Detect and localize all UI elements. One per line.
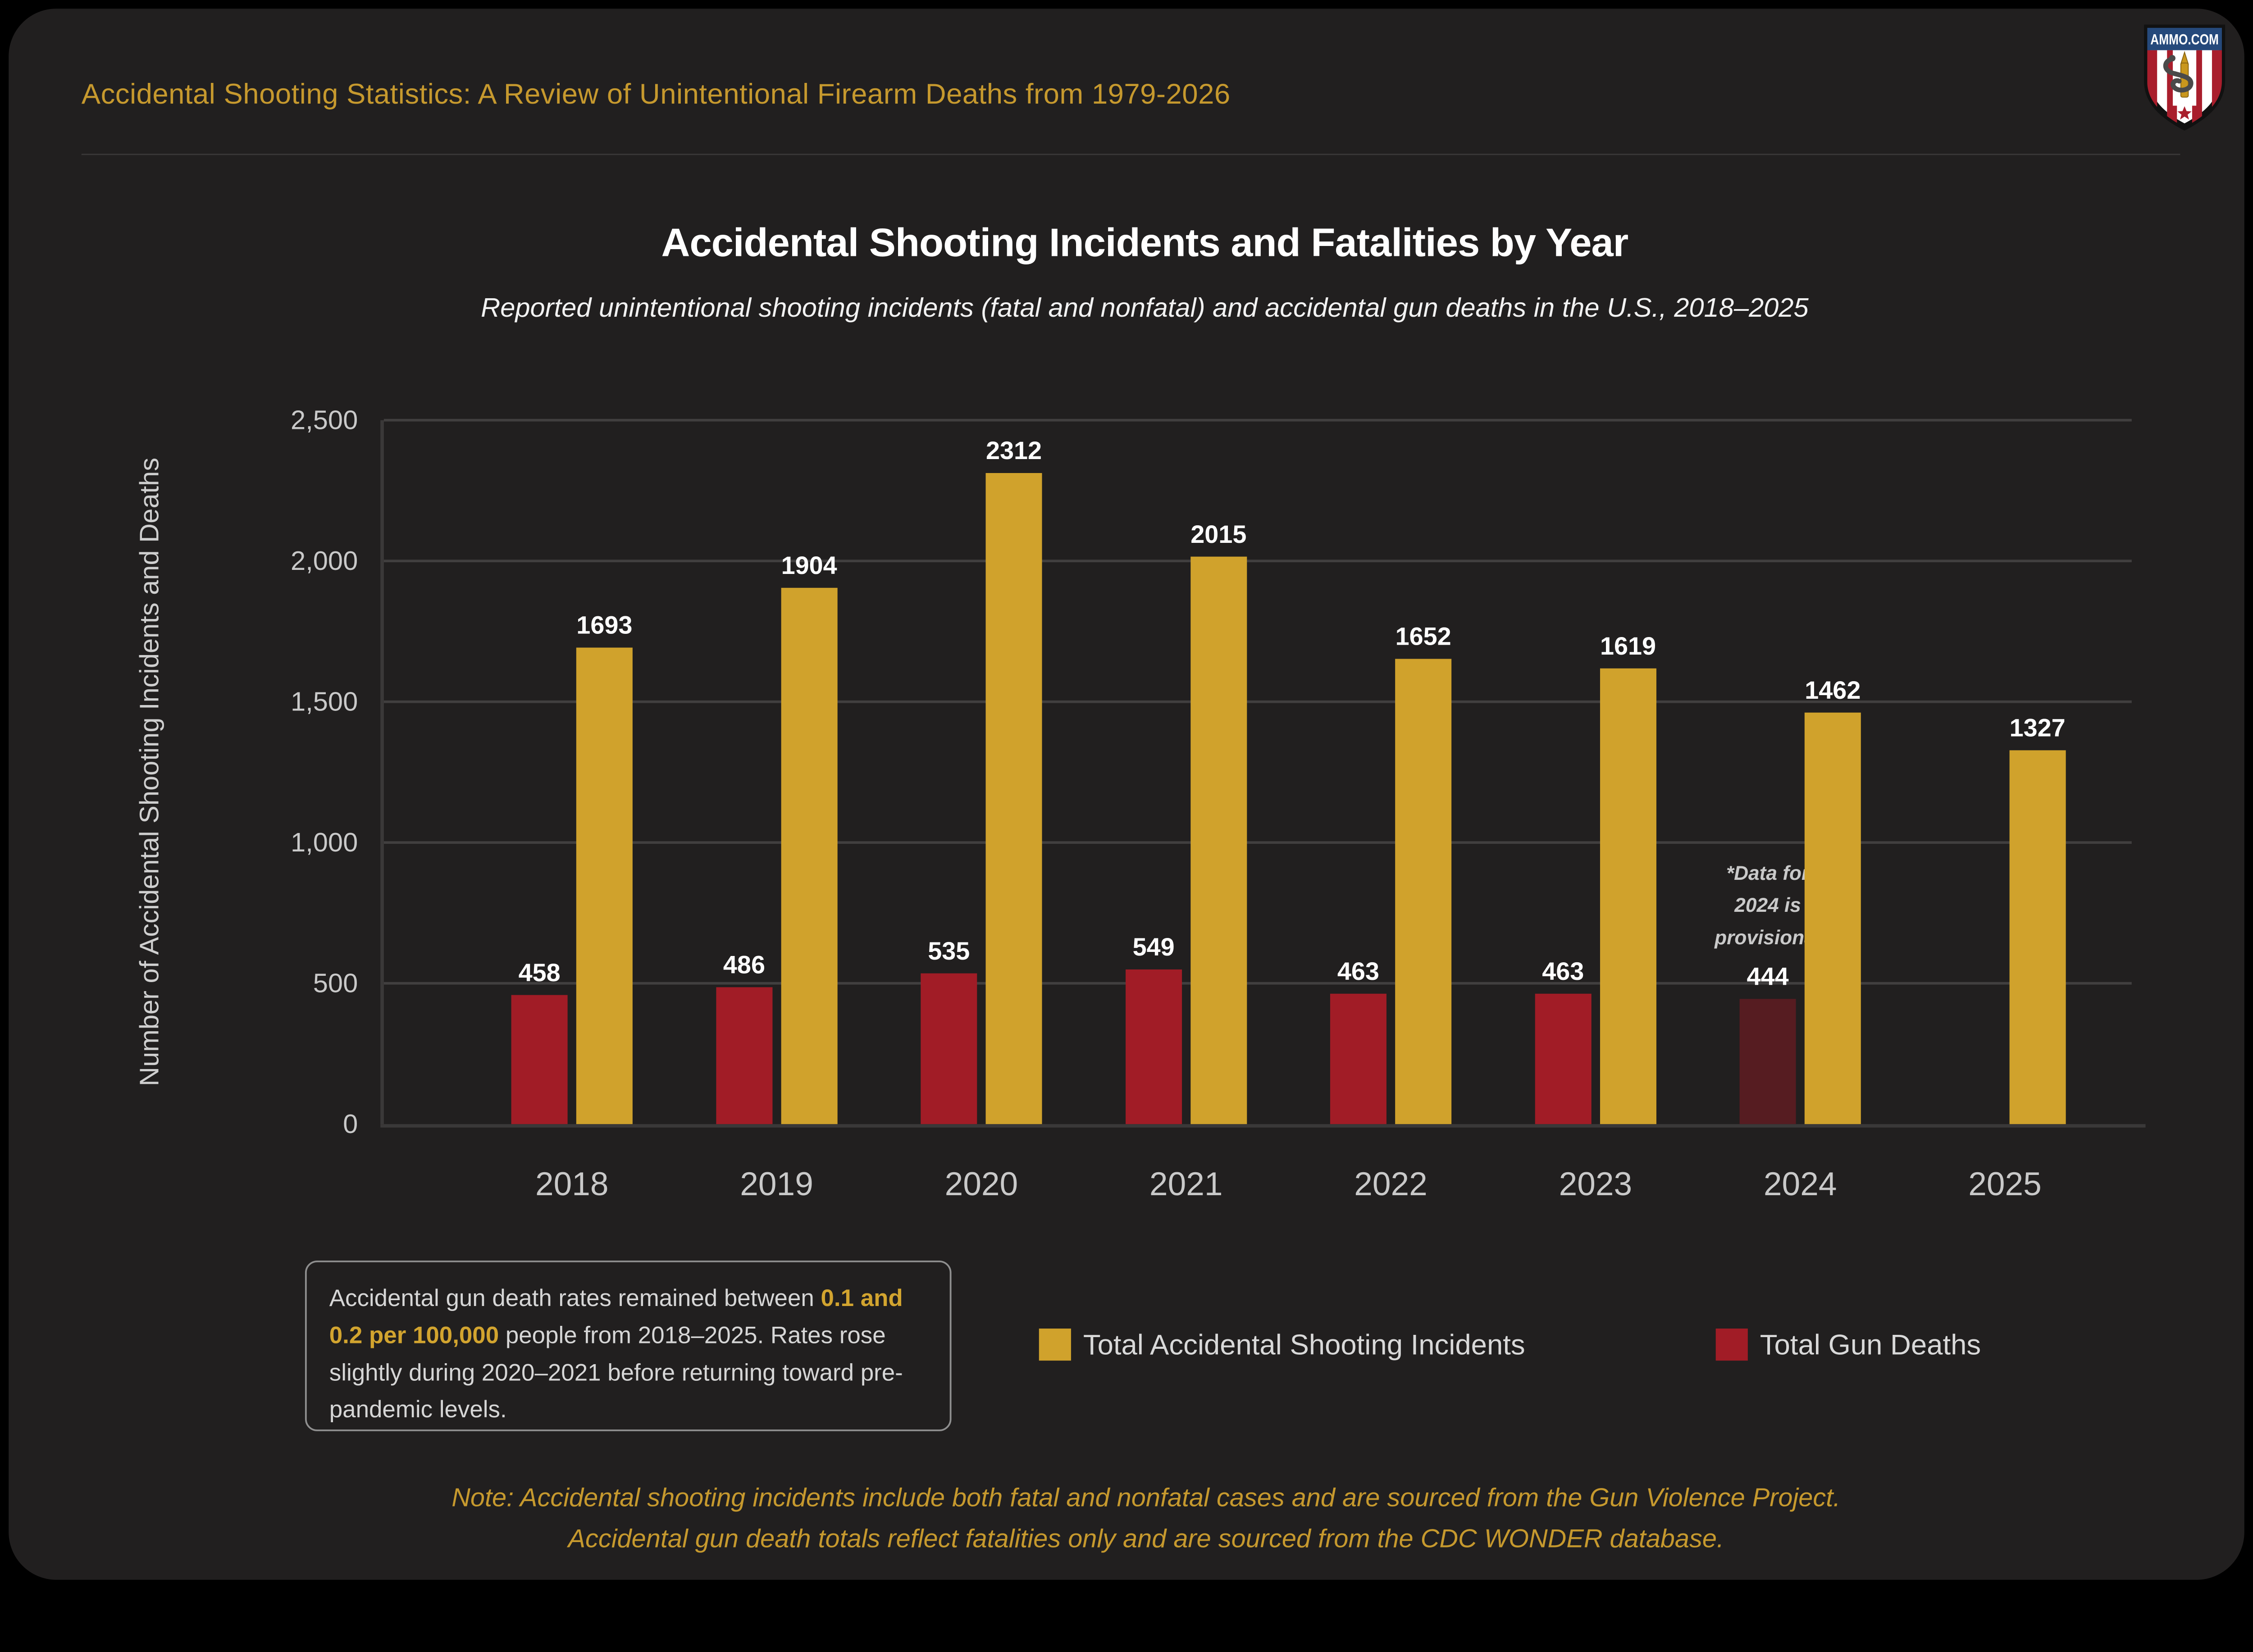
deaths-swatch-icon [1715,1329,1748,1361]
x-tick-2018: 2018 [535,1165,609,1203]
x-axis-line [380,1124,2146,1128]
y-axis-title: Number of Accidental Shooting Incidents … [134,457,164,1087]
bar-incidents-2021 [1190,556,1247,1124]
bar-gun-deaths-2018 [511,995,568,1124]
legend-item-incidents: Total Accidental Shooting Incidents [1039,1328,1525,1361]
x-tick-2022: 2022 [1354,1165,1428,1203]
bar-gun-deaths-2020 [921,973,977,1124]
y-tick-500: 500 [313,968,358,998]
bar-value-incidents-2022: 1652 [1395,622,1451,651]
callout-highlight: 0.1 and 0.2 per 100,000 [329,1284,903,1349]
bar-value-gun-deaths-2020: 535 [928,937,970,965]
x-tick-2025: 2025 [1968,1165,2042,1203]
y-tick-2000: 2,000 [291,546,358,576]
legend-label-incidents: Total Accidental Shooting Incidents [1083,1329,1525,1361]
bar-value-gun-deaths-2024: 444 [1747,962,1789,991]
bar-value-incidents-2019: 1904 [781,551,837,580]
bar-gun-deaths-2022 [1330,993,1386,1124]
bar-value-gun-deaths-2018: 458 [518,959,561,987]
y-tick-0: 0 [343,1109,358,1139]
ammo-com-logo: AMMO.COM [2144,24,2226,131]
y-axis-line [380,420,384,1124]
bar-incidents-2018 [576,647,633,1124]
legend-label-deaths: Total Gun Deaths [1760,1329,1981,1361]
chart-subtitle: Reported unintentional shooting incident… [481,293,1809,323]
gridline-2500 [383,419,2132,422]
bar-value-incidents-2020: 2312 [985,437,1042,465]
gridline-1500 [383,700,2132,703]
incidents-swatch-icon [1039,1329,1071,1361]
bar-value-incidents-2023: 1619 [1600,632,1656,660]
logo-text: AMMO.COM [2150,31,2219,47]
x-tick-2021: 2021 [1149,1165,1223,1203]
plot-area: 0 500 1,000 1,500 2,000 2,500 458 1693 2018 486 19… [291,405,2146,1202]
callout-text-before: Accidental gun death rates remained betw… [329,1284,821,1311]
bar-gun-deaths-2019 [716,987,772,1124]
bar-value-gun-deaths-2021: 549 [1132,933,1175,961]
bar-value-incidents-2025: 1327 [2009,714,2066,742]
gridline-1000 [383,841,2132,844]
x-tick-2023: 2023 [1559,1165,1633,1203]
legend-item-deaths: Total Gun Deaths [1715,1328,1981,1361]
bar-value-gun-deaths-2022: 463 [1337,957,1379,986]
logo-banner [2147,27,2222,50]
chart-card: Accidental Shooting Statistics: A Review… [9,9,2244,1580]
page-title: Accidental Shooting Statistics: A Review… [81,77,1231,110]
source-note: Note: Accidental shooting incidents incl… [28,1477,2253,1559]
gridline-500 [383,982,2132,985]
bar-incidents-2024 [1804,712,1861,1124]
star-icon [2177,106,2192,120]
provisional-data-annotation: *Data for 2024 is provisional [1715,861,1821,949]
bullet-and-snake-icon [2163,51,2194,98]
bar-value-incidents-2021: 2015 [1190,520,1247,549]
bar-incidents-2019 [781,588,838,1124]
header-divider [81,154,2180,155]
bar-gun-deaths-2021 [1125,969,1182,1124]
source-note-line-1: Note: Accidental shooting incidents incl… [452,1483,1841,1512]
callout-text-after: people from 2018–2025. Rates rose slight… [329,1321,903,1423]
callout-box: Accidental gun death rates remained betw… [305,1261,952,1431]
bar-incidents-2025 [2009,750,2066,1124]
x-tick-2020: 2020 [944,1165,1018,1203]
y-tick-2500: 2,500 [291,405,358,435]
bar-incidents-2022 [1395,659,1452,1124]
bar-value-incidents-2024: 1462 [1805,676,1861,705]
source-note-line-2: Accidental gun death totals reflect fata… [568,1524,1724,1553]
y-tick-1000: 1,000 [291,828,358,858]
bar-gun-deaths-2023 [1535,993,1592,1124]
bar-value-gun-deaths-2019: 486 [723,951,765,979]
x-tick-2024: 2024 [1763,1165,1837,1203]
bar-incidents-2020 [985,473,1042,1124]
bar-incidents-2023 [1600,668,1656,1124]
y-tick-1500: 1,500 [291,687,358,717]
bar-value-gun-deaths-2023: 463 [1542,957,1584,986]
infographic: Accidental Shooting Statistics: A Review… [9,9,2244,1580]
x-tick-2019: 2019 [740,1165,813,1203]
legend: Total Accidental Shooting Incidents Tota… [1039,1328,1981,1361]
chart-title: Accidental Shooting Incidents and Fatali… [661,220,1629,265]
bar-value-incidents-2018: 1693 [576,611,633,639]
bar-gun-deaths-2024 [1739,999,1796,1124]
gridline-2000 [383,560,2132,563]
